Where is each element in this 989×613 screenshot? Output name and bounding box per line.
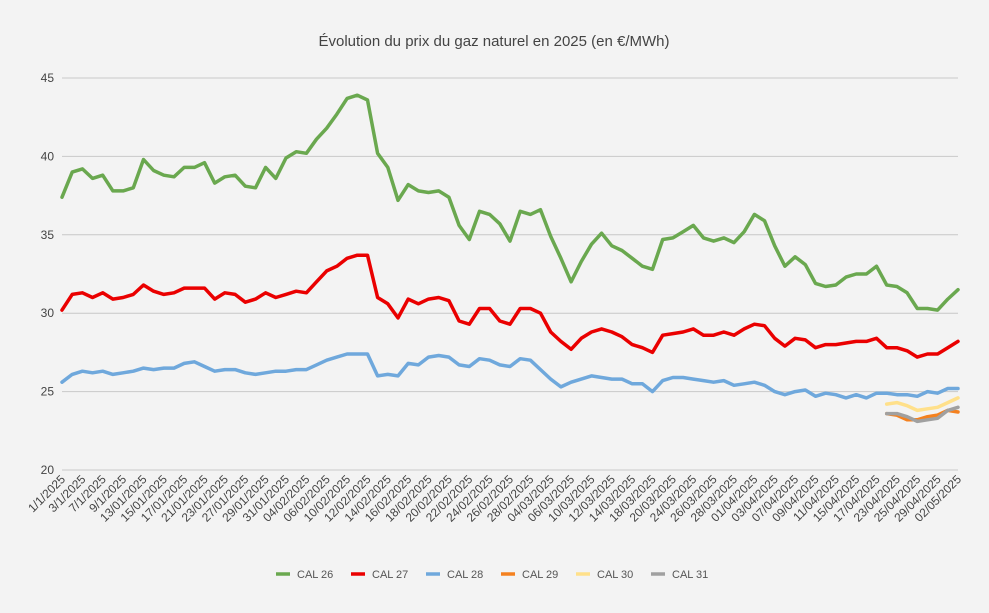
- legend: CAL 26 CAL 27 CAL 28 CAL 29 CAL 30 CAL 31: [276, 569, 708, 581]
- y-tick-label: 30: [41, 306, 55, 320]
- legend-label: CAL 26: [297, 569, 333, 581]
- y-tick-label: 40: [41, 149, 55, 163]
- legend-label: CAL 29: [522, 569, 558, 581]
- series-line-cal-28: [60, 352, 960, 400]
- legend-label: CAL 27: [372, 569, 408, 581]
- legend-label: CAL 31: [672, 569, 708, 581]
- series-lines: [60, 93, 960, 424]
- chart-title: Évolution du prix du gaz naturel en 2025…: [318, 33, 669, 50]
- series-line-cal-27: [60, 253, 960, 359]
- gridlines: [62, 77, 958, 471]
- x-axis-ticks: 1/1/20253/1/20257/1/20259/1/202513/01/20…: [25, 472, 964, 525]
- y-tick-label: 45: [41, 71, 55, 85]
- y-axis-ticks: 20 25 30 35 40 45: [41, 71, 55, 477]
- series-line-cal-26: [60, 93, 960, 312]
- series-line-cal-31: [884, 405, 960, 424]
- y-tick-label: 35: [41, 228, 55, 242]
- y-tick-label: 25: [41, 385, 55, 399]
- legend-label: CAL 28: [447, 569, 483, 581]
- legend-label: CAL 30: [597, 569, 633, 581]
- series-line-cal-30: [884, 396, 960, 413]
- y-tick-label: 20: [41, 463, 55, 477]
